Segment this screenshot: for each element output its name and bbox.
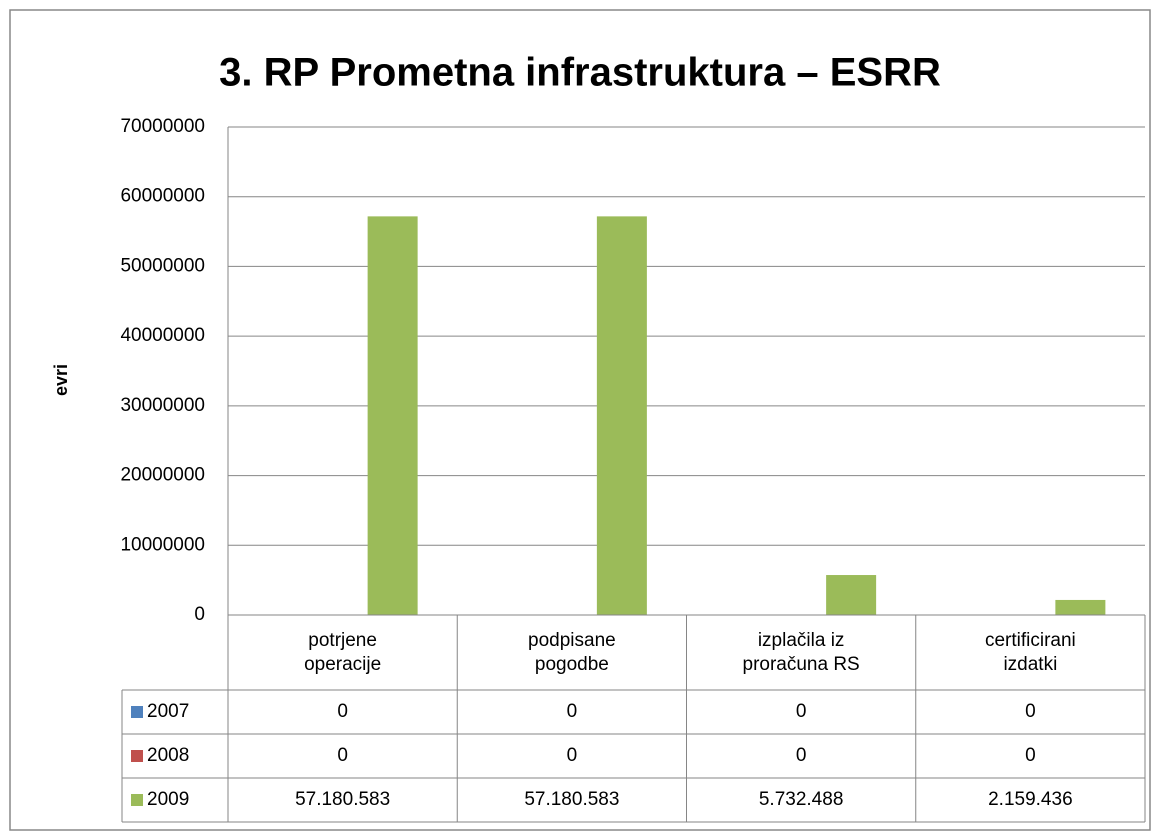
data-label: 0 (1025, 701, 1036, 722)
y-tick-label: 60000000 (120, 186, 205, 207)
data-label: 0 (337, 745, 348, 766)
x-tick-label: potrjene operacije (304, 629, 382, 675)
x-tick-label: izplačila iz proračuna RS (742, 629, 860, 675)
data-label: 0 (796, 745, 807, 766)
x-tick-label: certificirani izdatki (984, 629, 1076, 675)
legend-key (131, 750, 143, 762)
data-label: 2.159.436 (988, 789, 1073, 810)
data-label: 0 (337, 701, 348, 722)
data-label: 0 (1025, 745, 1036, 766)
category-cell: izplačila iz proračuna RS (742, 629, 860, 675)
x-tick-label: podpisane pogodbe (528, 629, 616, 675)
chart-title: 3. RP Prometna infrastruktura – ESRR (219, 51, 941, 95)
y-tick-label: 10000000 (120, 534, 205, 555)
data-label: 0 (567, 745, 578, 766)
bar (1055, 599, 1106, 615)
y-tick-label: 20000000 (120, 465, 205, 486)
data-label: 0 (567, 701, 578, 722)
y-tick-label: 70000000 (120, 116, 205, 137)
y-tick-label: 50000000 (120, 255, 205, 276)
legend-label: 2009 (147, 789, 189, 810)
y-tick-label: 30000000 (120, 395, 205, 416)
legend-label: 2007 (147, 701, 189, 722)
y-axis-label: evri (51, 364, 71, 396)
chart-frame (9, 9, 1151, 831)
category-cell: potrjene operacije (304, 629, 382, 675)
bar (596, 216, 647, 616)
data-label: 57.180.583 (295, 789, 390, 810)
data-label: 0 (796, 701, 807, 722)
y-tick-label: 0 (194, 604, 205, 625)
legend-key (131, 794, 143, 806)
y-tick-label: 40000000 (120, 325, 205, 346)
category-cell: podpisane pogodbe (528, 629, 616, 675)
data-label: 5.732.488 (759, 789, 844, 810)
category-cell: certificirani izdatki (984, 629, 1076, 675)
bar (826, 575, 877, 615)
bar (367, 216, 418, 616)
data-label: 57.180.583 (524, 789, 619, 810)
legend-key (131, 706, 143, 718)
legend-label: 2008 (147, 745, 189, 766)
